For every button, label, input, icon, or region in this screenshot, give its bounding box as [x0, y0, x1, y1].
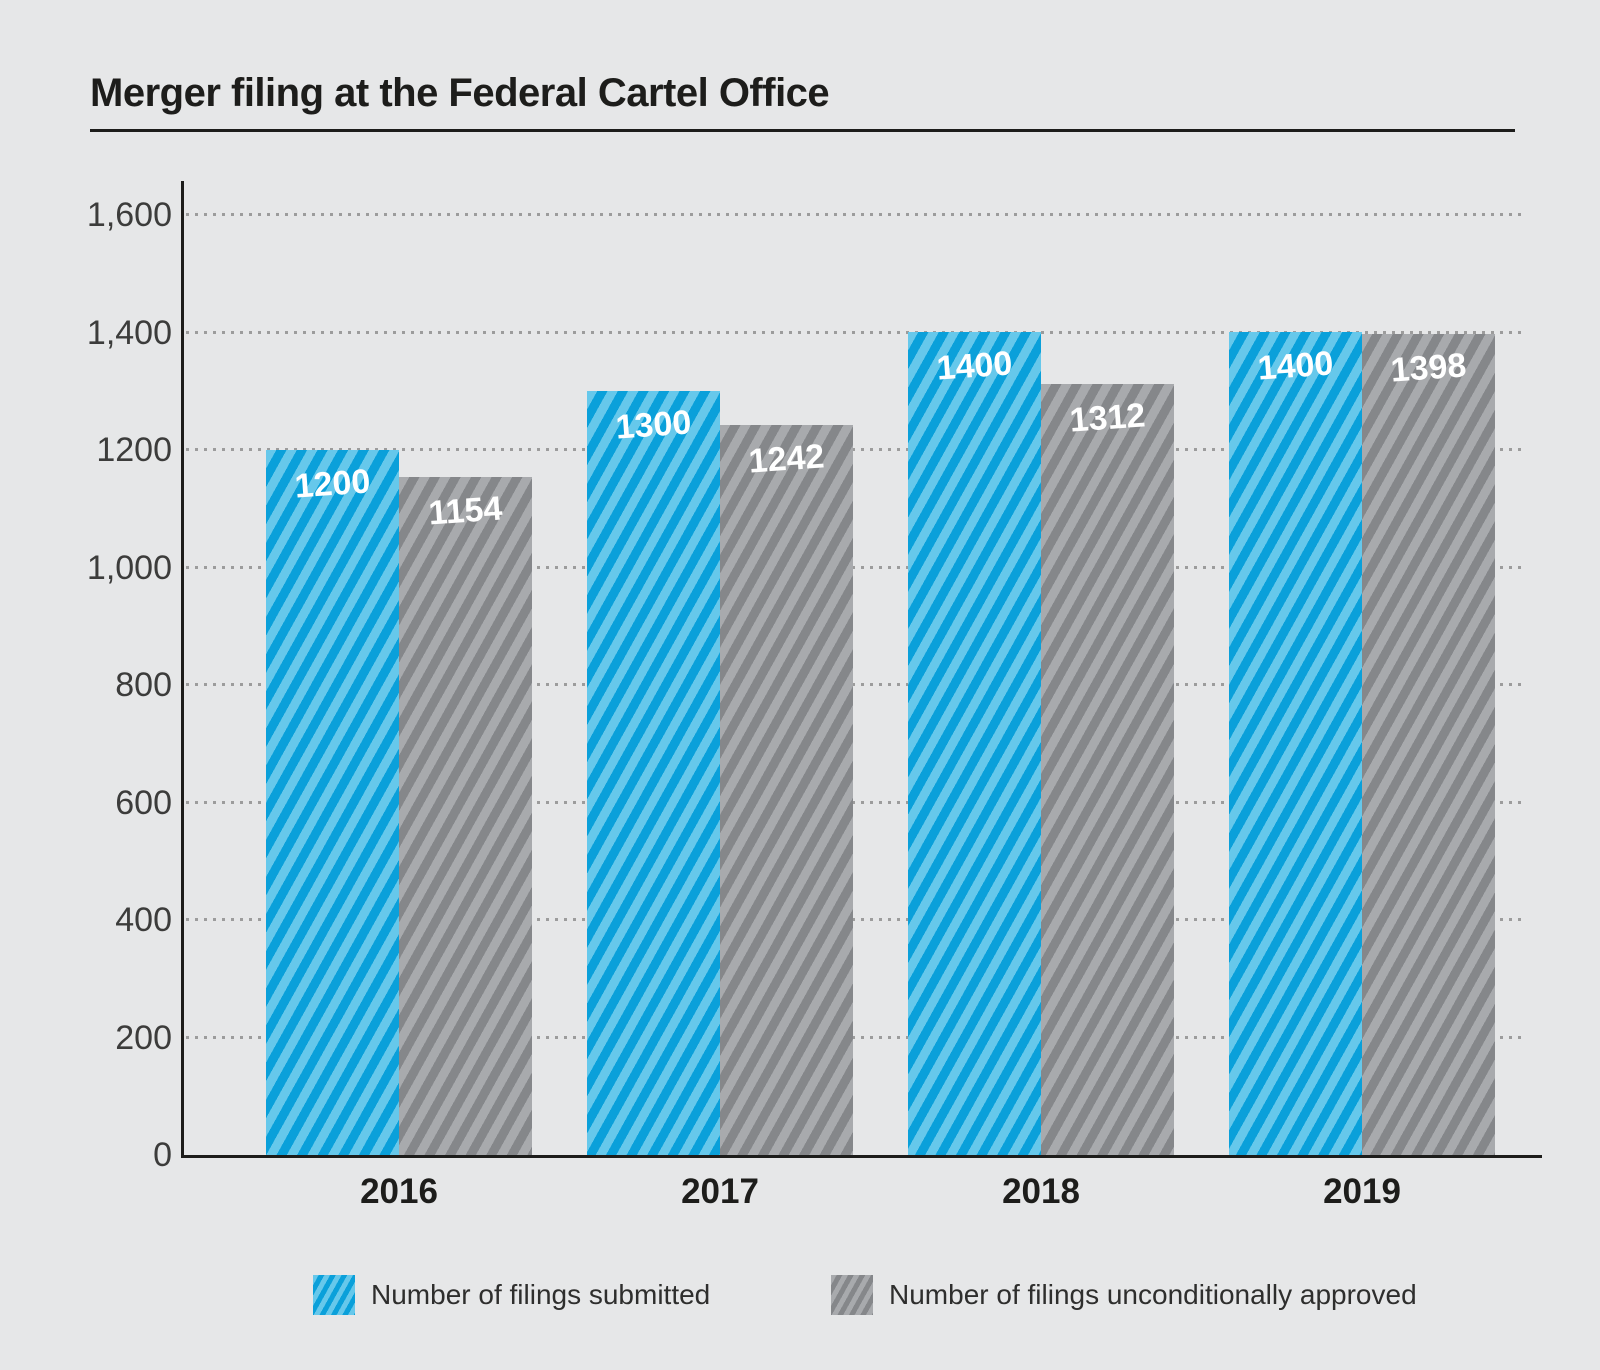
y-axis-line	[181, 181, 184, 1158]
gridline	[186, 683, 1526, 686]
gridline	[186, 330, 1526, 334]
bar-value-label: 1398	[1389, 346, 1468, 390]
legend-swatch-blue-striped	[313, 1275, 355, 1315]
bar-submitted-2018: 1400	[908, 332, 1041, 1155]
gridline	[186, 800, 1526, 804]
y-axis-tick-label: 0	[153, 1136, 172, 1174]
legend-item-approved: Number of filings unconditionally approv…	[831, 1275, 1417, 1315]
y-axis-tick-label: 1,400	[86, 313, 172, 352]
gridline	[186, 213, 1526, 216]
y-axis-tick-label: 1,600	[86, 196, 172, 234]
y-axis-tick-label: 1200	[96, 431, 172, 469]
bar-value-label: 1400	[935, 344, 1014, 388]
bar-submitted-2017: 1300	[587, 391, 720, 1155]
bar-value-label: 1154	[427, 489, 504, 533]
bar-submitted-2016: 1200	[266, 450, 399, 1155]
x-axis-category-label: 2018	[1002, 1172, 1080, 1211]
y-axis-tick-label: 800	[115, 666, 172, 704]
x-axis-category-label: 2019	[1323, 1172, 1401, 1211]
legend-item-submitted: Number of filings submitted	[313, 1275, 710, 1315]
y-axis-tick-label: 1,000	[86, 548, 172, 587]
gridline	[186, 1035, 1526, 1039]
title-underline	[90, 129, 1515, 132]
bar-value-label: 1300	[614, 403, 693, 447]
bar-approved-2016: 1154	[399, 477, 532, 1155]
y-axis-tick-label: 400	[115, 901, 172, 939]
bar-approved-2017: 1242	[720, 425, 853, 1155]
x-axis-category-label: 2017	[681, 1172, 759, 1211]
y-axis-tick-label: 600	[115, 783, 172, 822]
bar-value-label: 1400	[1256, 344, 1335, 388]
legend: Number of filings submitted Number of fi…	[0, 1275, 1600, 1315]
y-axis-tick-label: 200	[115, 1018, 172, 1057]
bar-value-label: 1312	[1068, 396, 1147, 440]
chart-title: Merger filing at the Federal Cartel Offi…	[90, 71, 830, 115]
gridline	[186, 448, 1526, 451]
bar-submitted-2019: 1400	[1229, 332, 1362, 1155]
bar-approved-2019: 1398	[1362, 334, 1495, 1155]
x-axis-category-label: 2016	[360, 1172, 438, 1211]
gridline	[186, 918, 1526, 921]
bar-value-label: 1200	[293, 462, 372, 506]
bar-approved-2018: 1312	[1041, 384, 1174, 1155]
gridline	[186, 565, 1526, 569]
x-axis-baseline	[183, 1155, 1542, 1158]
legend-label: Number of filings submitted	[371, 1279, 711, 1310]
bar-value-label: 1242	[747, 437, 826, 481]
legend-swatch-gray-striped	[831, 1275, 873, 1315]
legend-label: Number of filings unconditionally approv…	[889, 1279, 1417, 1310]
